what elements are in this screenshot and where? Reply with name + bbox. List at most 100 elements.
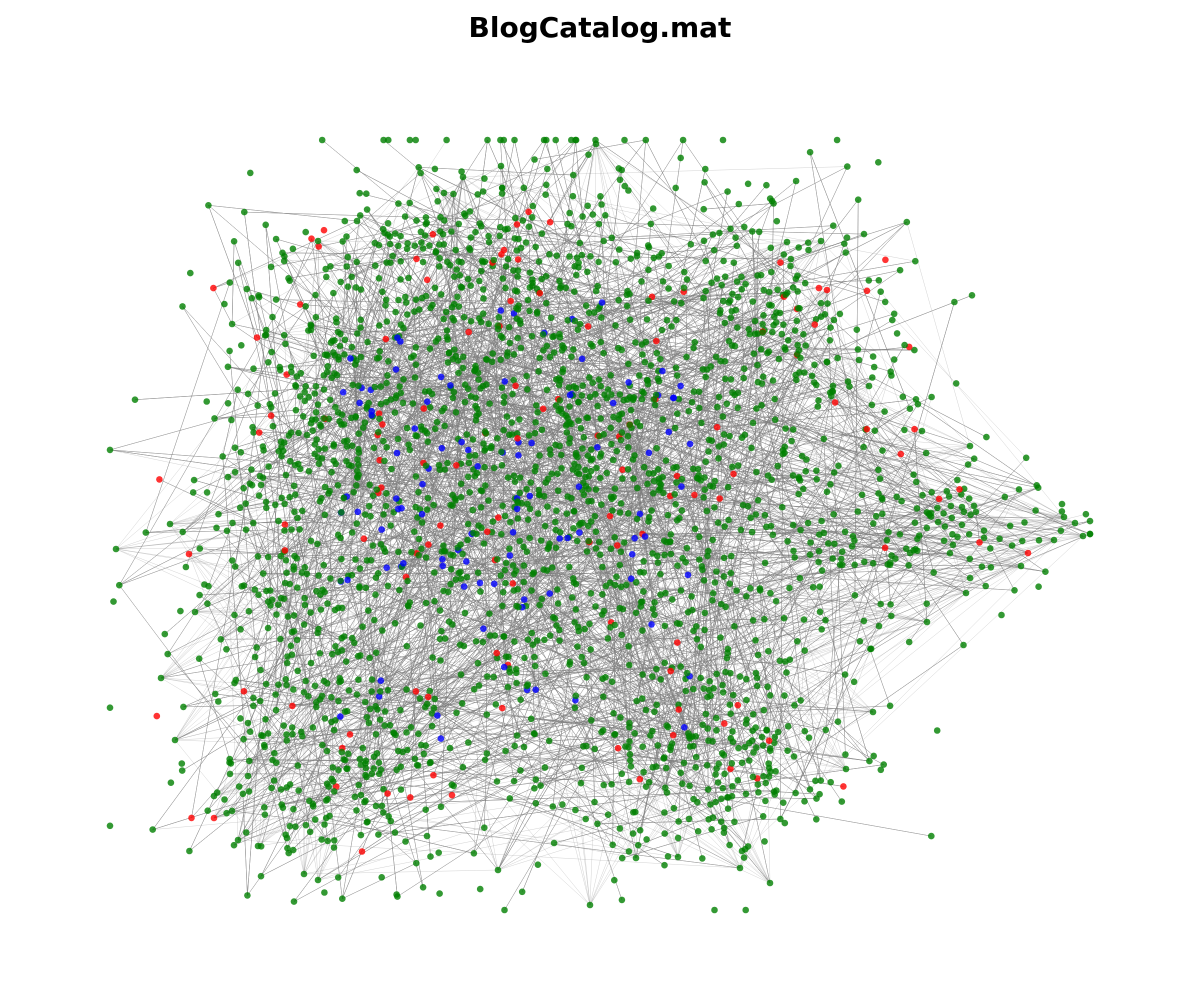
graph-edge [588,501,820,535]
graph-edge [537,637,721,641]
graph-edge [328,493,461,545]
graph-edge [655,399,661,489]
graph-edge [661,245,737,254]
graph-edge [359,215,570,538]
graph-edge [852,546,907,549]
graph-edge [676,297,739,477]
graph-edge [496,473,734,659]
graph-edge [427,636,504,705]
graph-edge [406,248,434,506]
graph-edge [304,477,698,599]
graph-edge [317,531,488,545]
graph-edge [678,398,826,621]
graph-edge [565,415,804,490]
graph-edge [765,535,853,564]
graph-edge [436,223,460,423]
graph-edge [478,318,570,444]
graph-edge [260,745,515,877]
graph-edge [295,382,815,827]
graph-edge [334,340,703,370]
graph-edge [747,381,849,507]
graph-edge [513,270,556,445]
graph-edge [281,689,710,805]
graph-edge [318,139,545,450]
graph-edge [208,205,258,338]
graph-edge [741,289,744,379]
graph-edge [634,399,655,456]
graph-edge [242,793,248,896]
graph-edge [294,512,394,557]
graph-edge [387,375,725,527]
graph-edge [167,653,328,842]
graph-edge [241,203,739,587]
graph-edge [447,362,629,365]
graph-edge [597,767,696,825]
graph-edge [413,355,435,699]
graph-edge [573,582,592,721]
graph-edge [414,196,601,532]
graph-edge [247,393,374,496]
graph-edge [286,290,597,573]
graph-edge [433,707,641,831]
graph-edge [732,466,967,594]
graph-edge [595,394,659,470]
graph-edge [654,405,708,512]
graph-edge [698,380,774,476]
graph-edge [462,553,576,696]
graph-edge [249,656,359,762]
graph-edge [463,139,488,318]
graph-edge [731,556,735,627]
graph-edge [569,531,753,538]
graph-edge [409,449,586,471]
graph-edge [575,516,596,610]
graph-edge [380,333,560,681]
graph-edge [645,302,822,343]
graph-edge [590,649,708,729]
graph-edge [623,542,653,677]
graph-edge [507,686,709,741]
graph-edge [550,582,637,636]
graph-edge [535,743,673,780]
graph-edge [368,355,414,404]
graph-edge [232,522,690,737]
figure-title: BlogCatalog.mat [468,11,732,44]
graph-edge [561,423,572,455]
graph-edge [371,617,785,692]
graph-edge [655,394,667,543]
graph-edge [331,471,531,483]
graph-edge [152,789,282,830]
graph-edge [241,586,846,675]
graph-edge [469,248,600,543]
graph-edge [199,548,637,583]
graph-edge [554,797,729,844]
graph-edge [318,457,456,501]
graph-edge [717,411,885,428]
graph-edge [502,389,548,453]
graph-edge [520,323,545,497]
graph-edge [440,396,720,661]
graph-edge [353,358,434,506]
graph-edge [231,241,235,325]
graph-edge [493,259,565,348]
graph-edge [637,488,655,615]
graph-edge [504,319,668,397]
graph-edge [226,776,367,814]
graph-edge [414,531,435,709]
graph-edge [516,597,573,736]
graph-edge [631,341,657,428]
graph-edge [475,397,589,526]
graph-edge [468,709,647,743]
graph-edge [386,401,408,581]
graph-edge [280,447,442,557]
graph-edge [442,466,478,566]
graph-edge [174,377,873,741]
graph-edge [441,562,891,632]
graph-edge [252,427,305,693]
graph-edge [611,618,765,623]
graph-edge [549,735,651,742]
graph-edge [362,427,370,485]
graph-edge [301,642,355,733]
graph-edge [630,410,682,591]
graph-edge [189,248,470,852]
